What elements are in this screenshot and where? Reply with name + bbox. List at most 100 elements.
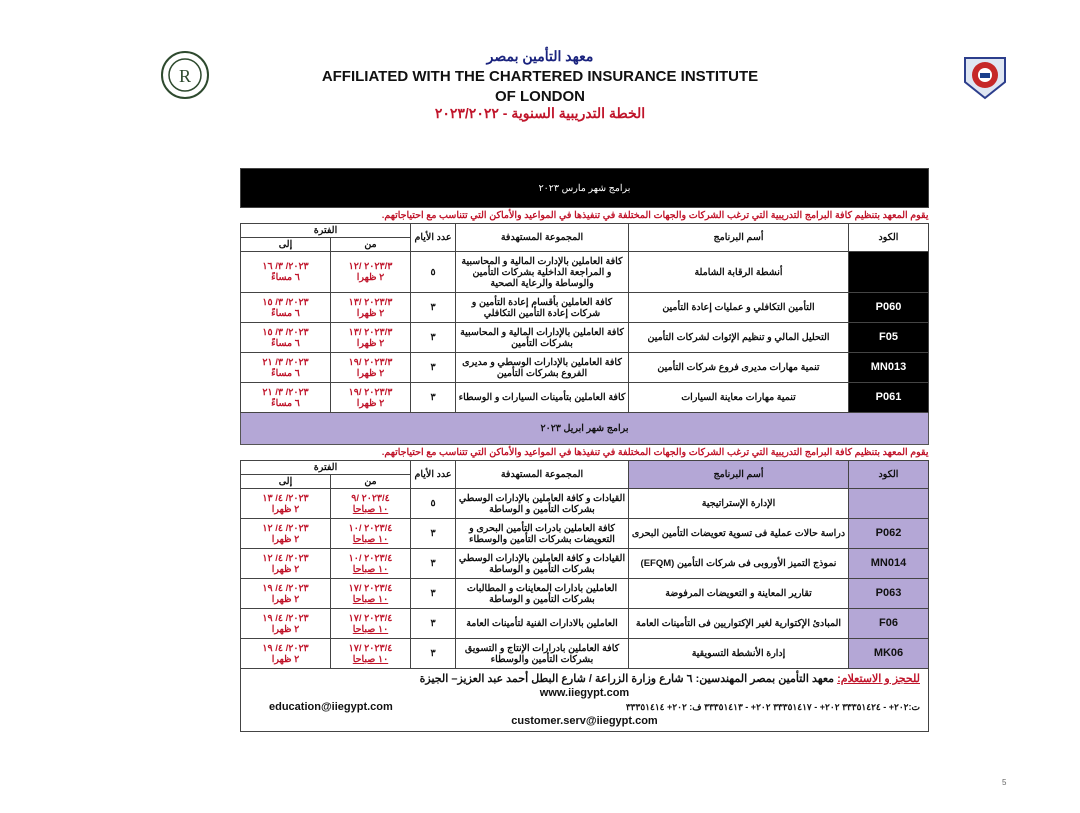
to-time: ٢ ظهرا bbox=[271, 563, 300, 575]
table-row: الإدارة الإستراتيجية القيادات و كافة الع… bbox=[240, 488, 929, 519]
svg-text:R: R bbox=[179, 66, 191, 86]
from-date: ٢٠٢٣/٣ /١٣ bbox=[348, 326, 393, 338]
to-cell: ٢٠٢٣/ ٤/ ١٩ ٢ ظهرا bbox=[240, 608, 331, 639]
program-name: إدارة الأنشطة التسويقية bbox=[628, 638, 849, 669]
from-time: ١٠ صباحا bbox=[352, 503, 389, 515]
days-count: ٣ bbox=[410, 608, 456, 639]
education-email[interactable]: education@iiegypt.com bbox=[269, 701, 393, 713]
course-code: P062 bbox=[848, 518, 929, 549]
to-date: ٢٠٢٣/ ٤/ ١٩ bbox=[262, 582, 309, 594]
to-date: ٢٠٢٣/ ٣/ ٢١ bbox=[262, 356, 309, 368]
course-code: MN014 bbox=[848, 548, 929, 579]
website-link[interactable]: www.iiegypt.com bbox=[539, 687, 630, 699]
table-row: P063 تقارير المعاينة و التعويضات المرفوض… bbox=[240, 578, 929, 609]
affiliation-line-2: OF LONDON bbox=[495, 88, 585, 105]
to-cell: ٢٠٢٣/ ٤/ ١٢ ٢ ظهرا bbox=[240, 518, 331, 549]
march-notice: يقوم المعهد بتنظيم كافة البرامج التدريبي… bbox=[381, 210, 929, 221]
table-row: أنشطة الرقابة الشاملة كافة العاملين بالإ… bbox=[240, 251, 929, 293]
to-cell: ٢٠٢٣/ ٤/ ١٣ ٢ ظهرا bbox=[240, 488, 331, 519]
target-group: كافة العاملين بالإدارات المالية و المحاس… bbox=[455, 322, 629, 353]
table-row: P061 تنمية مهارات معاينة السيارات كافة ا… bbox=[240, 382, 929, 413]
program-name: تنمية مهارات معاينة السيارات bbox=[628, 382, 849, 413]
from-cell: ٢٠٢٣/٣ /١٣ ٢ ظهرا bbox=[330, 292, 411, 323]
contact-footer: للحجز و الاستعلام: معهد التأمين بمصر الم… bbox=[240, 668, 929, 732]
from-time: ١٠ صباحا bbox=[352, 533, 389, 545]
col-target: المجموعة المستهدفة bbox=[455, 460, 629, 489]
customer-service-email[interactable]: customer.serv@iiegypt.com bbox=[511, 715, 658, 727]
april-notice: يقوم المعهد بتنظيم كافة البرامج التدريبي… bbox=[381, 447, 929, 458]
target-group: كافة العاملين بأقسام إعادة التأمين و شرك… bbox=[455, 292, 629, 323]
from-time: ٢ ظهرا bbox=[356, 397, 385, 409]
institute-name-ar: معهد التأمين بمصر bbox=[486, 48, 594, 64]
target-group: كافة العاملين بالإدارات الوسطي و مديرى ا… bbox=[455, 352, 629, 383]
april-banner: برامج شهر ابريل ٢٠٢٣ bbox=[240, 412, 929, 445]
from-date: ٢٠٢٣/٤ /١٠ bbox=[348, 552, 393, 564]
col-code: الكود bbox=[848, 223, 929, 252]
to-time: ٦ مساءً bbox=[271, 272, 300, 283]
from-cell: ٢٠٢٣/٤ /١٧ ١٠ صباحا bbox=[330, 578, 411, 609]
col-period: الفترة bbox=[240, 460, 411, 475]
from-date: ٢٠٢٣/٣ /١٩ bbox=[348, 386, 393, 398]
april-header-row: الكود أسم البرنامج المجموعة المستهدفة عد… bbox=[240, 460, 929, 489]
from-date: ٢٠٢٣/٤ /١٧ bbox=[348, 582, 393, 594]
to-cell: ٢٠٢٣/ ٣/ ١٥ ٦ مساءً bbox=[240, 322, 331, 353]
from-cell: ٢٠٢٣/٣ /١٢ ٢ ظهرا bbox=[330, 251, 411, 293]
program-name: أنشطة الرقابة الشاملة bbox=[628, 251, 849, 293]
from-time: ١٠ صباحا bbox=[352, 653, 389, 665]
to-time: ٢ ظهرا bbox=[271, 623, 300, 635]
to-cell: ٢٠٢٣/ ٣/ ٢١ ٦ مساءً bbox=[240, 382, 331, 413]
to-cell: ٢٠٢٣/ ٤/ ١٩ ٢ ظهرا bbox=[240, 578, 331, 609]
col-from: من bbox=[330, 237, 411, 252]
col-program: أسم البرنامج bbox=[628, 460, 849, 489]
to-date: ٢٠٢٣/ ٤/ ١٩ bbox=[262, 642, 309, 654]
col-days: عدد الأيام bbox=[410, 460, 456, 489]
program-name: التأمين التكافلي و عمليات إعادة التأمين bbox=[628, 292, 849, 323]
from-time: ١٠ صباحا bbox=[352, 593, 389, 605]
program-name: نموذج التميز الأوروبى فى شركات التأمين (… bbox=[628, 548, 849, 579]
from-cell: ٢٠٢٣/٤ /٩ ١٠ صباحا bbox=[330, 488, 411, 519]
days-count: ٣ bbox=[410, 638, 456, 669]
course-code: F06 bbox=[848, 608, 929, 639]
to-time: ٦ مساءً bbox=[271, 307, 300, 319]
program-name: المبادئ الإكتوارية لغير الإكتواريين فى ا… bbox=[628, 608, 849, 639]
target-group: القيادات و كافة العاملين بالإدارات الوسط… bbox=[455, 548, 629, 579]
days-count: ٣ bbox=[410, 518, 456, 549]
col-period: الفترة bbox=[240, 223, 411, 238]
target-group: كافة العاملين بادرات التأمين البحرى و ال… bbox=[455, 518, 629, 549]
course-code: P063 bbox=[848, 578, 929, 609]
target-group: كافة العاملين بتأمينات السيارات و الوسطا… bbox=[455, 382, 629, 413]
table-row: P060 التأمين التكافلي و عمليات إعادة الت… bbox=[240, 292, 929, 323]
affiliation-line-1: AFFILIATED WITH THE CHARTERED INSURANCE … bbox=[321, 68, 759, 85]
to-cell: ٢٠٢٣/ ٤/ ١٩ ٢ ظهرا bbox=[240, 638, 331, 669]
course-code: P060 bbox=[848, 292, 929, 323]
plan-title: الخطة التدريبية السنوية - ٢٠٢٣/٢٠٢٢ bbox=[434, 105, 646, 121]
april-title: برامج شهر ابريل ٢٠٢٣ bbox=[240, 412, 929, 445]
address: معهد التأمين بمصر المهندسين: ٦ شارع وزار… bbox=[419, 673, 835, 685]
col-days: عدد الأيام bbox=[410, 223, 456, 252]
program-name: الإدارة الإستراتيجية bbox=[628, 488, 849, 519]
table-row: MN014 نموذج التميز الأوروبى فى شركات الت… bbox=[240, 548, 929, 579]
from-cell: ٢٠٢٣/٤ /١٠ ١٠ صباحا bbox=[330, 518, 411, 549]
course-code: MN013 bbox=[848, 352, 929, 383]
march-header-row: الكود أسم البرنامج المجموعة المستهدفة عد… bbox=[240, 223, 929, 252]
training-schedule: برامج شهر مارس ٢٠٢٣ يقوم المعهد بتنظيم ك… bbox=[240, 168, 929, 732]
from-cell: ٢٠٢٣/٤ /١٧ ١٠ صباحا bbox=[330, 638, 411, 669]
institute-crest-logo bbox=[964, 57, 1006, 100]
target-group: العاملين بالادارات الفنية لتأمينات العام… bbox=[455, 608, 629, 639]
from-date: ٢٠٢٣/٤ /١٧ bbox=[348, 612, 393, 624]
to-date: ٢٠٢٣/ ٤/ ١٢ bbox=[262, 522, 309, 534]
program-name: تنمية مهارات مديرى فروع شركات التأمين bbox=[628, 352, 849, 383]
to-time: ٦ مساءً bbox=[271, 337, 300, 349]
booking-label: للحجز و الاستعلام: bbox=[837, 673, 920, 685]
march-banner: برامج شهر مارس ٢٠٢٣ bbox=[240, 168, 929, 208]
to-time: ٢ ظهرا bbox=[271, 653, 300, 665]
course-code: MK06 bbox=[848, 638, 929, 669]
col-to: إلى bbox=[240, 474, 331, 489]
target-group: كافة العاملين بادرارات الإنتاج و التسويق… bbox=[455, 638, 629, 669]
table-row: MK06 إدارة الأنشطة التسويقية كافة العامل… bbox=[240, 638, 929, 669]
from-cell: ٢٠٢٣/٣ /١٩ ٢ ظهرا bbox=[330, 382, 411, 413]
to-cell: ٢٠٢٣/ ٣/ ١٥ ٦ مساءً bbox=[240, 292, 331, 323]
days-count: ٣ bbox=[410, 292, 456, 323]
days-count: ٣ bbox=[410, 548, 456, 579]
from-date: ٢٠٢٣/٤ /١٧ bbox=[348, 642, 393, 654]
